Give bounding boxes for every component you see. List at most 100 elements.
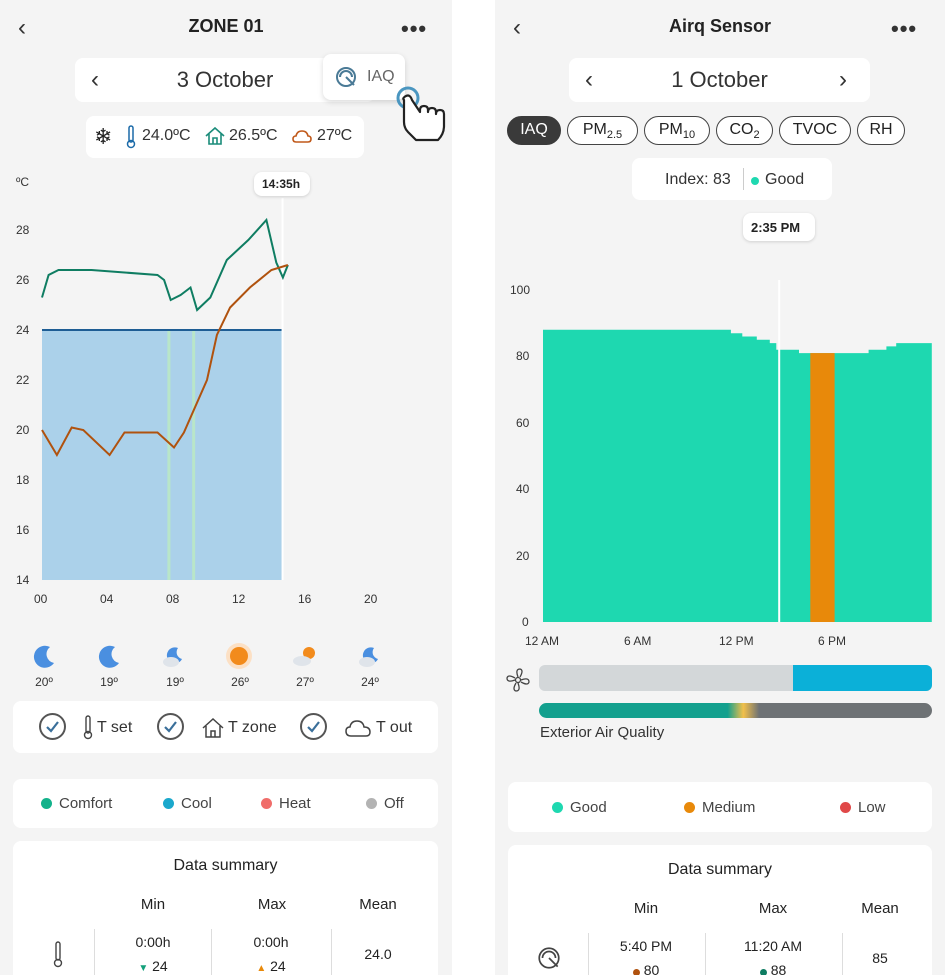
series-t-out <box>41 264 289 458</box>
y-tick: 80 <box>516 349 530 363</box>
y-tick: 26 <box>16 273 30 287</box>
more-menu-button[interactable]: ••• <box>891 16 918 41</box>
y-tick: 24 <box>16 323 30 337</box>
y-tick: 28 <box>16 223 30 237</box>
max-value: 88 <box>718 962 828 975</box>
max-time: 0:00h <box>253 934 289 950</box>
thermometer-icon <box>53 941 63 968</box>
y-tick: 40 <box>516 482 530 496</box>
cursor-time: 14:35h <box>262 177 301 191</box>
cursor-tooltip: 14:35h <box>254 172 310 196</box>
tab-pm25[interactable]: PM2.5 <box>567 116 638 145</box>
cursor-time: 2:35 PM <box>751 220 801 235</box>
legend-good: Good <box>552 799 607 816</box>
x-tick: 04 <box>100 592 114 606</box>
forecast-temp: 24º <box>361 675 379 689</box>
tab-tvoc[interactable]: TVOC <box>779 116 851 145</box>
sun-cloud-icon <box>292 130 312 143</box>
data-summary: Data summary Min Max Mean 5:40 PM 80 11:… <box>508 845 932 975</box>
previous-day-button[interactable]: ‹ <box>91 66 99 93</box>
sun-cloud-icon <box>293 647 315 666</box>
zone-reading: 26.5ºC <box>229 127 278 144</box>
max-value: ▲ 24 <box>256 958 286 974</box>
date-label: 3 October <box>176 67 274 92</box>
tab-co2[interactable]: CO2 <box>716 116 773 145</box>
series-toggles <box>13 701 438 753</box>
index-status: Good <box>751 171 804 189</box>
mode-legend: Comfort Cool Heat Off <box>13 779 438 828</box>
tab-pm10[interactable]: PM10 <box>644 116 710 145</box>
x-tick: 00 <box>34 592 48 606</box>
mean-value: 24.0 <box>364 946 392 962</box>
col-max: Max <box>257 896 287 913</box>
date-selector: ‹ 1 October › <box>569 58 870 102</box>
y-tick: 20 <box>16 423 30 437</box>
cloud-icon <box>345 720 371 737</box>
check-icon <box>307 721 320 733</box>
iaq-chart[interactable] <box>495 280 945 630</box>
sun-icon <box>226 643 252 669</box>
iaq-popup-label: IAQ <box>367 68 395 85</box>
check-icon <box>46 721 59 733</box>
tap-hand-icon <box>396 86 446 142</box>
thermometer-icon <box>83 715 93 740</box>
x-tick: 20 <box>364 592 378 606</box>
x-tick: 08 <box>166 592 180 606</box>
moon-icon <box>33 645 54 668</box>
y-tick: 18 <box>16 473 30 487</box>
back-button[interactable]: ‹ <box>513 14 521 41</box>
legend-off: Off <box>366 795 404 812</box>
min-time: 5:40 PM <box>619 938 673 954</box>
toggle-label: T out <box>376 719 413 736</box>
previous-day-button[interactable]: ‹ <box>585 66 593 93</box>
legend-medium: Medium <box>684 799 755 816</box>
toggle-t-out[interactable] <box>300 713 327 740</box>
tab-rh[interactable]: RH <box>857 116 905 145</box>
date-label: 1 October <box>671 67 768 92</box>
min-value: 80 <box>591 962 701 975</box>
forecast-temp: 19º <box>100 675 118 689</box>
more-menu-button[interactable]: ••• <box>401 16 428 41</box>
iaq-popup-button[interactable]: IAQ <box>323 54 405 100</box>
quality-legend: Good Medium Low <box>508 782 932 832</box>
y-tick: 60 <box>516 416 530 430</box>
outdoor-reading: 27ºC <box>317 127 353 144</box>
x-tick: 12 PM <box>719 634 754 648</box>
legend-comfort: Comfort <box>41 795 112 812</box>
area-good <box>543 329 932 622</box>
data-summary: Data summary Min Max Mean 0:00h ▼ 24 0:0… <box>13 841 438 975</box>
legend-cool: Cool <box>163 795 212 812</box>
toggle-label: T zone <box>228 719 277 736</box>
forecast-temp: 20º <box>35 675 53 689</box>
y-tick: 100 <box>510 283 531 297</box>
col-mean: Mean <box>359 896 397 913</box>
x-tick: 6 AM <box>624 634 652 648</box>
tab-iaq[interactable]: IAQ <box>507 116 561 145</box>
airq-screen: ‹ Airq Sensor ••• ‹ 1 October › IAQ PM2.… <box>495 0 945 975</box>
summary-title: Data summary <box>173 857 278 874</box>
toggle-t-zone[interactable] <box>157 713 184 740</box>
fan-icon <box>506 668 530 692</box>
next-day-button[interactable]: › <box>839 66 847 93</box>
back-button[interactable]: ‹ <box>18 14 26 41</box>
readings-bar: ❄ 24.0ºC 26.5ºC 27ºC <box>86 116 364 158</box>
min-time: 0:00h <box>135 934 171 950</box>
y-tick: 0 <box>522 615 529 629</box>
y-tick: 20 <box>516 549 530 563</box>
page-title: ZONE 01 <box>188 16 264 36</box>
setpoint-reading: 24.0ºC <box>142 127 191 144</box>
forecast-temp: 19º <box>166 675 184 689</box>
zone-screen: ‹ ZONE 01 ••• ‹ 3 October IAQ ❄ 24.0ºC 2… <box>0 0 452 975</box>
mean-value: 85 <box>872 950 888 966</box>
max-time: 11:20 AM <box>743 938 803 954</box>
x-tick: 12 AM <box>525 634 560 648</box>
cursor-tooltip: 2:35 PM <box>743 213 815 241</box>
x-tick: 16 <box>298 592 312 606</box>
legend-heat: Heat <box>261 795 311 812</box>
home-icon <box>202 717 224 738</box>
toggle-t-set[interactable] <box>39 713 66 740</box>
legend-low: Low <box>840 799 886 816</box>
temperature-chart[interactable] <box>0 170 452 590</box>
iaq-icon <box>538 947 560 969</box>
setpoint-area <box>42 330 283 580</box>
